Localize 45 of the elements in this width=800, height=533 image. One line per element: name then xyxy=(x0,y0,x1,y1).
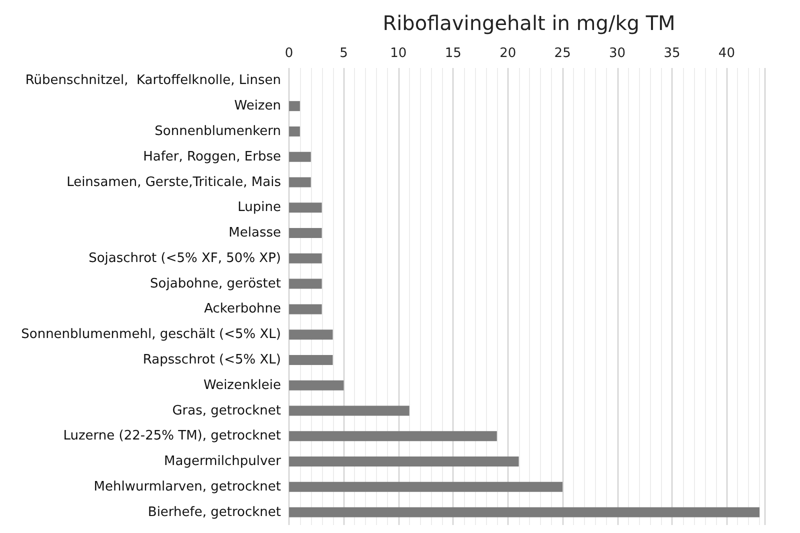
y-tick-label: Sonnenblumenkern xyxy=(154,124,281,139)
y-tick-label: Rapsschrot (<5% XL) xyxy=(142,352,281,368)
bar xyxy=(289,126,300,136)
y-tick-label: Weizenkleie xyxy=(203,378,281,393)
x-tick-label: 5 xyxy=(340,46,348,61)
y-tick-label: Rübenschnitzel, Kartoffelknolle, Linsen xyxy=(25,73,281,88)
bar xyxy=(289,507,760,518)
x-tick-label: 10 xyxy=(390,46,407,61)
y-tick-label: Sojabohne, geröstet xyxy=(150,276,281,292)
bar xyxy=(289,177,311,188)
x-tick-label: 35 xyxy=(664,46,680,61)
y-tick-label: Ackerbohne xyxy=(204,302,281,317)
x-tick-label: 15 xyxy=(444,46,462,61)
bar xyxy=(289,456,519,467)
bar xyxy=(289,482,563,492)
x-tick-label: 20 xyxy=(500,46,516,61)
x-tick-label: 25 xyxy=(554,46,571,61)
bar xyxy=(289,354,333,365)
x-tick-label: 0 xyxy=(284,46,294,61)
bar xyxy=(289,330,333,340)
y-tick-label: Mehlwurmlarven, getrocknet xyxy=(94,479,281,494)
y-tick-label: Hafer, Roggen, Erbse xyxy=(143,149,281,164)
x-tick-label: 40 xyxy=(718,46,735,61)
x-tick-label: 30 xyxy=(609,46,626,61)
bar xyxy=(289,202,322,213)
bar xyxy=(289,304,322,314)
y-tick-label: Sonnenblumenmehl, geschält (<5% XL) xyxy=(21,327,281,342)
bar xyxy=(289,152,311,162)
y-tick-label: Gras, getrocknet xyxy=(172,403,281,418)
bar xyxy=(289,431,497,442)
y-tick-label: Luzerne (22-25% TM), getrocknet xyxy=(63,428,281,444)
bar xyxy=(289,253,322,264)
bar xyxy=(289,101,300,112)
bar xyxy=(289,406,410,416)
y-tick-label: Lupine xyxy=(238,200,281,216)
bar xyxy=(289,278,322,289)
bar xyxy=(289,228,322,238)
y-tick-label: Sojaschrot (<5% XF, 50% XP) xyxy=(88,250,281,266)
bar xyxy=(289,380,344,390)
y-tick-label: Magermilchpulver xyxy=(164,454,282,470)
chart-title: Riboflavingehalt in mg/kg TM xyxy=(382,11,676,35)
y-tick-label: Leinsamen, Gerste,Triticale, Mais xyxy=(66,174,282,190)
y-tick-label: Bierhefe, getrocknet xyxy=(148,504,281,520)
y-tick-label: Weizen xyxy=(234,98,281,114)
y-tick-label: Melasse xyxy=(228,226,281,241)
